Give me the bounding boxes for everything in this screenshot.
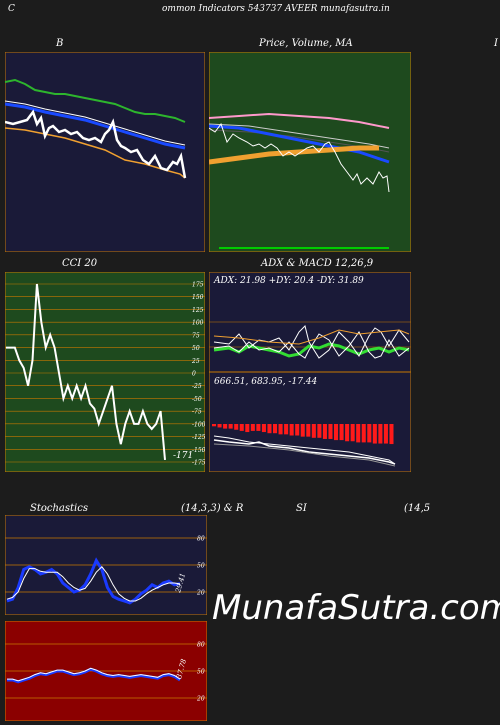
macd-histogram-bar xyxy=(356,424,361,443)
macd-histogram-bar xyxy=(278,424,283,435)
macd-histogram-bar xyxy=(239,424,244,431)
cci-tick-label: 150 xyxy=(192,294,204,301)
macd-histogram-bar xyxy=(256,424,261,431)
macd-histogram-bar xyxy=(245,424,250,433)
cci-line xyxy=(6,283,166,461)
ma-pink-line xyxy=(209,112,390,129)
cci-title: CCI 20 xyxy=(62,258,98,269)
macd-histogram-bar xyxy=(261,424,266,433)
macd-histogram-bar xyxy=(317,424,322,438)
stoch-k-line xyxy=(6,557,181,605)
stoch-params: (14,3,3) & R xyxy=(181,503,244,514)
macd-histogram-bar xyxy=(295,424,300,436)
plus-dy-line xyxy=(213,325,410,359)
macd-values: 666.51, 683.95, -17.44 xyxy=(214,377,318,387)
macd-line xyxy=(213,439,396,465)
macd-histogram-bar xyxy=(372,424,377,444)
adx-values: ADX: 21.98 +DY: 20.4 -DY: 31.89 xyxy=(213,276,364,286)
macd-chart: 666.51, 683.95, -17.44 xyxy=(209,372,411,472)
cci-tick-label: -25 xyxy=(192,383,202,390)
macd-histogram-bar xyxy=(273,424,278,434)
bollinger-title: B xyxy=(56,38,64,49)
macd-histogram-bar xyxy=(311,424,316,438)
macd-histogram-bar xyxy=(367,424,372,443)
price-line xyxy=(5,109,187,179)
minus-dy-line xyxy=(213,331,410,359)
cci-last-label: -171 xyxy=(173,451,193,461)
rsi-params: (14,5 xyxy=(404,503,431,514)
cci-tick-label: -50 xyxy=(192,396,202,403)
stoch-title: Stochastics xyxy=(30,503,88,514)
macd-histogram-bar xyxy=(361,424,366,443)
stoch-tick-label: 80 xyxy=(197,536,205,543)
rsi-white-line xyxy=(7,667,181,682)
bollinger-upper-line xyxy=(5,78,186,123)
macd-histogram-bar xyxy=(228,424,233,429)
stoch-d-line xyxy=(6,566,181,602)
macd-histogram-bar xyxy=(284,424,289,435)
macd-histogram-bar xyxy=(334,424,339,441)
rsi-title: SI xyxy=(296,503,307,514)
bollinger-lower-line xyxy=(5,127,186,179)
macd-histogram-bar xyxy=(289,424,294,436)
adx-chart: ADX: 21.98 +DY: 20.4 -DY: 31.89 xyxy=(209,272,411,372)
macd-histogram-bar xyxy=(223,424,228,429)
stoch-tick-label: 20 xyxy=(196,590,205,597)
stoch-tick-label: 50 xyxy=(197,563,205,570)
cci-tick-label: -150 xyxy=(192,447,205,454)
adx-orange-line xyxy=(213,329,410,345)
macd-signal-line xyxy=(213,435,396,465)
macd-histogram-bar xyxy=(389,424,394,445)
macd-histogram-bar xyxy=(378,424,383,444)
cci-tick-label: 125 xyxy=(192,307,204,314)
bollinger-chart xyxy=(5,52,205,252)
ma-grey-line xyxy=(209,123,390,149)
macd-histogram-bar xyxy=(212,424,217,427)
cci-tick-label: 175 xyxy=(192,282,204,289)
cci-chart: 175 150 125 100 75 50 25 0 -25 -50 -75 -100 -125 -150… xyxy=(5,272,205,472)
cci-tick-label: 50 xyxy=(192,345,200,352)
rsi-tick-label: 20 xyxy=(196,696,205,703)
cci-tick-label: 75 xyxy=(192,332,200,339)
cci-tick-label: 25 xyxy=(191,358,200,365)
price-line-2 xyxy=(209,122,390,193)
macd-histogram-bar xyxy=(306,424,311,437)
macd-histogram-bar xyxy=(350,424,355,442)
page-title: ommon Indicators 543737 AVEER munafasutr… xyxy=(162,4,390,14)
macd-histogram-bar xyxy=(300,424,305,437)
cci-tick-label: -75 xyxy=(192,409,202,416)
price-volume-chart xyxy=(209,52,411,252)
macd-histogram-bar xyxy=(234,424,239,430)
macd-histogram-bar xyxy=(322,424,327,439)
macd-histogram-bar xyxy=(339,424,344,441)
rsi-tick-label: 50 xyxy=(197,669,205,676)
cci-tick-label: 0 xyxy=(192,371,196,378)
price-volume-title: Price, Volume, MA xyxy=(259,38,353,49)
macd-histogram-bar xyxy=(217,424,222,428)
cci-tick-label: -100 xyxy=(192,421,205,428)
macd-histogram-bar xyxy=(383,424,388,444)
bollinger-middle-line xyxy=(5,102,186,150)
ma-blue-line xyxy=(209,124,390,164)
macd-histogram-bar xyxy=(345,424,350,442)
macd-histogram-bar xyxy=(328,424,333,439)
cci-tick-label: 100 xyxy=(192,320,204,327)
macd-histogram-bar xyxy=(267,424,272,434)
rsi-tick-label: 80 xyxy=(197,642,205,649)
watermark: MunafaSutra.com xyxy=(212,588,500,628)
header-letter: C xyxy=(8,4,15,14)
cci-tick-label: -175 xyxy=(192,460,205,467)
adx-macd-title: ADX & MACD 12,26,9 xyxy=(261,258,374,269)
ma-orange-band xyxy=(209,145,379,165)
cci-tick-label: -125 xyxy=(192,434,205,441)
cut-right-title: I xyxy=(494,38,498,49)
macd-histogram-bar xyxy=(250,424,255,431)
rsi-line xyxy=(7,667,181,684)
